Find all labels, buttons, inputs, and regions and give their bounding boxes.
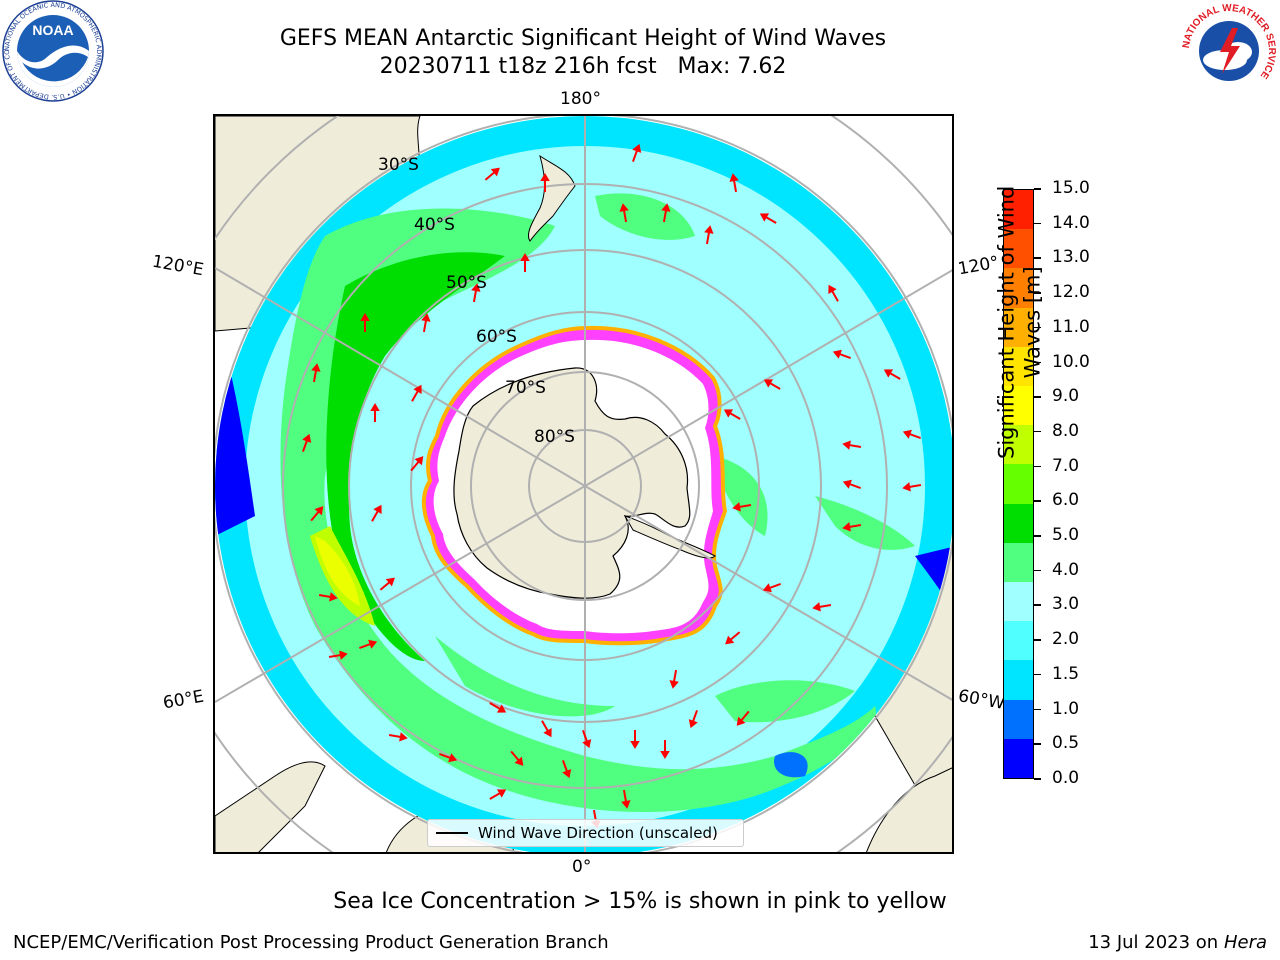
colorbar-tick-label: 10.0 — [1052, 351, 1090, 372]
colorbar-segment — [1004, 660, 1033, 700]
colorbar-tick-mark — [1034, 396, 1041, 398]
colorbar-tick-label: 0.0 — [1052, 768, 1080, 788]
colorbar-tick-mark — [1034, 465, 1041, 468]
colorbar-tick-mark — [1034, 639, 1041, 641]
colorbar-tick-label: 13.0 — [1052, 247, 1090, 268]
colorbar-segment — [1004, 385, 1033, 426]
chart-subtitle: 20230711 t18z 216h fcst Max: 7.62 — [379, 54, 787, 79]
lat-label-70s: 70°S — [505, 378, 546, 398]
colorbar-segment — [1004, 581, 1033, 622]
colorbar-title-line2: Waves [m] — [1020, 266, 1045, 379]
colorbar-tick-mark — [1034, 361, 1041, 364]
wind-wave-arrows — [302, 143, 922, 829]
colorbar-tick-label: 6.0 — [1052, 490, 1080, 511]
colorbar-segment — [1004, 189, 1033, 230]
lat-label-30s: 30°S — [378, 155, 419, 175]
noaa-logo-icon: NATIONAL OCEANIC AND ATMOSPHERIC ADMINIS… — [0, 0, 104, 102]
colorbar-tick-mark — [1034, 430, 1041, 433]
legend-line-icon — [436, 832, 468, 834]
colorbar-tick-label: 7.0 — [1052, 455, 1080, 476]
colorbar-segment — [1004, 738, 1033, 778]
colorbar-tick-mark — [1034, 292, 1041, 294]
footer-date: 13 Jul 2023 on Hera — [1088, 932, 1267, 953]
colorbar-tick-label: 1.5 — [1052, 663, 1080, 684]
lon-label-180: 180° — [560, 89, 601, 109]
colorbar-tick-mark — [1034, 708, 1041, 711]
footer-organization: NCEP/EMC/Verification Post Processing Pr… — [13, 932, 609, 953]
colorbar-tick-label: 12.0 — [1052, 282, 1090, 303]
colorbar-tick-label: 15.0 — [1052, 178, 1090, 198]
colorbar-tick-mark — [1034, 778, 1041, 780]
lat-label-40s: 40°S — [414, 215, 455, 235]
lat-label-80s: 80°S — [534, 427, 575, 447]
colorbar-segment — [1004, 425, 1033, 465]
colorbar-segment — [1004, 621, 1033, 661]
colorbar-tick-label: 8.0 — [1052, 420, 1080, 441]
map-panel: 30°S 40°S 50°S 60°S 70°S 80°S — [213, 114, 954, 854]
nws-logo-icon: NATIONAL WEATHER SERVICE — [1181, 3, 1277, 98]
lon-label-0: 0° — [572, 857, 592, 877]
noaa-logo-text: NOAA — [32, 22, 73, 38]
colorbar-segment — [1004, 542, 1033, 582]
map-legend: Wind Wave Direction (unscaled) — [427, 819, 744, 847]
colorbar-title: Significant Height of Wind Waves [m] — [993, 186, 1045, 459]
colorbar-segment — [1004, 503, 1033, 543]
colorbar-tick-label: 3.0 — [1052, 594, 1080, 615]
colorbar-tick-label: 5.0 — [1052, 525, 1080, 546]
colorbar-tick-mark — [1034, 569, 1041, 572]
colorbar-segment — [1004, 699, 1033, 739]
colorbar-tick-mark — [1034, 604, 1041, 606]
new-zealand-land — [527, 154, 576, 242]
antarctica-land — [453, 367, 691, 599]
sea-ice-note: Sea Ice Concentration > 15% is shown in … — [333, 889, 947, 914]
colorbar-segment — [1004, 307, 1033, 347]
colorbar-tick-label: 0.5 — [1052, 733, 1080, 754]
chart-title: GEFS MEAN Antarctic Significant Height o… — [279, 26, 887, 51]
colorbar-segment — [1004, 268, 1033, 308]
colorbar-tick-mark — [1034, 673, 1041, 676]
colorbar-tick-label: 2.0 — [1052, 629, 1080, 650]
colorbar-tick-label: 9.0 — [1052, 386, 1080, 407]
footer-system: Hera — [1223, 932, 1267, 953]
colorbar-tick-mark — [1034, 257, 1041, 259]
colorbar-tick-mark — [1034, 326, 1041, 329]
colorbar-tick-label: 4.0 — [1052, 559, 1080, 580]
colorbar — [1003, 189, 1034, 779]
polar-map: 30°S 40°S 50°S 60°S 70°S 80°S — [215, 116, 952, 852]
footer-date-text: 13 Jul 2023 on — [1088, 932, 1224, 953]
colorbar-segment — [1004, 346, 1033, 386]
lat-label-50s: 50°S — [446, 273, 487, 293]
colorbar-tick-label: 11.0 — [1052, 316, 1090, 337]
colorbar-title-line1: Significant Height of Wind — [994, 185, 1019, 459]
colorbar-tick-mark — [1034, 535, 1041, 537]
colorbar-segment — [1004, 229, 1033, 269]
colorbar-tick-mark — [1034, 500, 1041, 502]
graticule — [215, 116, 952, 852]
africa-land — [215, 761, 326, 852]
lon-label-60w: 60°W — [956, 686, 1007, 714]
colorbar-tick-label: 1.0 — [1052, 698, 1080, 719]
colorbar-tick-label: 14.0 — [1052, 212, 1090, 233]
lat-label-60s: 60°S — [476, 327, 517, 347]
colorbar-segment — [1004, 464, 1033, 504]
lon-label-120e: 120°E — [150, 251, 206, 281]
colorbar-tick-mark — [1034, 222, 1041, 225]
legend-label: Wind Wave Direction (unscaled) — [478, 824, 718, 842]
colorbar-tick-mark — [1034, 188, 1041, 190]
colorbar-tick-mark — [1034, 743, 1041, 745]
lon-label-60e: 60°E — [161, 686, 206, 714]
